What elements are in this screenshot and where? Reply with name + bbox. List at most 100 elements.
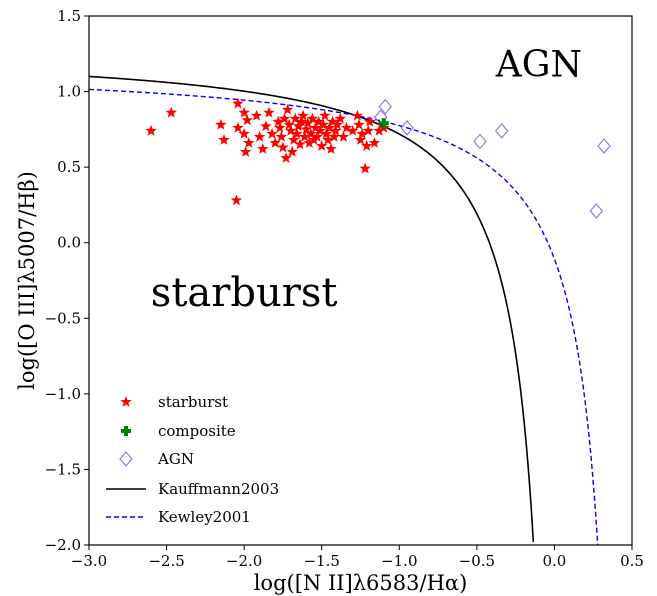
starburst-point — [260, 120, 272, 132]
legend: starburst composite AGN Kauffmann2003 Kewley… — [106, 393, 279, 526]
x-tick-label: −2.0 — [226, 552, 262, 570]
starburst-point — [373, 124, 385, 136]
starburst-point — [284, 124, 297, 136]
starburst-point — [302, 117, 314, 129]
x-tick-label: −0.5 — [459, 552, 495, 570]
starburst-point — [354, 133, 367, 145]
starburst-point — [305, 127, 317, 139]
starburst-point — [277, 141, 289, 153]
legend-swatch-agn — [119, 451, 133, 467]
starburst-point — [283, 118, 295, 130]
starburst-point — [368, 136, 381, 148]
starburst-point — [281, 103, 294, 115]
starburst-point — [308, 133, 320, 145]
starburst-point — [238, 106, 250, 118]
composite-point — [378, 118, 389, 129]
starburst-point — [297, 109, 309, 121]
x-tick-label: 0.0 — [542, 552, 566, 570]
y-tick-label: −1.0 — [45, 385, 81, 403]
starburst-point — [218, 133, 230, 145]
starburst-point — [306, 112, 319, 124]
starburst-point — [253, 130, 266, 142]
starburst-point — [243, 136, 255, 148]
starburst-point — [278, 112, 291, 124]
starburst-point — [311, 130, 323, 142]
x-tick-label: −3.0 — [71, 552, 107, 570]
agn-point — [473, 133, 487, 150]
starburst-point — [269, 136, 281, 148]
starburst-point — [337, 130, 350, 142]
starburst-point — [361, 139, 373, 151]
y-axis-label: log([O III]λ5007/Hβ) — [15, 171, 39, 390]
starburst-point — [331, 118, 343, 130]
x-tick-label: −1.0 — [381, 552, 417, 570]
starburst-point — [291, 127, 303, 139]
region-label-agn: AGN — [495, 44, 582, 85]
starburst-point — [356, 127, 368, 139]
agn-point — [589, 203, 604, 219]
legend-label: AGN — [157, 450, 194, 468]
starburst-point — [145, 124, 157, 136]
starburst-point — [334, 112, 347, 124]
kauffmann2003-curve — [89, 75, 535, 542]
starburst-point — [272, 115, 284, 127]
starburst-point — [314, 124, 326, 136]
y-tick-label: −2.0 — [45, 536, 81, 554]
starburst-point — [325, 143, 337, 154]
y-tick-label: 0.0 — [57, 234, 81, 252]
starburst-point — [257, 143, 269, 154]
starburst-point — [322, 133, 334, 145]
y-tick-label: −0.5 — [45, 309, 81, 327]
starburst-point — [329, 124, 342, 136]
starburst-point — [165, 106, 177, 118]
starburst-point — [319, 109, 331, 121]
starburst-point — [340, 121, 353, 133]
starburst-point — [328, 130, 340, 142]
x-tick-label: −1.5 — [303, 552, 339, 570]
legend-label: composite — [158, 422, 236, 440]
starburst-point — [347, 124, 359, 136]
starburst-point — [215, 118, 227, 130]
kewley2001-curve — [89, 88, 599, 545]
y-tick-label: −1.5 — [45, 460, 81, 478]
starburst-point — [303, 136, 316, 148]
starburst-point — [294, 138, 306, 150]
starburst-point — [289, 112, 302, 124]
starburst-point — [320, 127, 333, 139]
starburst-point — [312, 115, 325, 127]
legend-label: Kewley2001 — [158, 508, 251, 526]
starburst-point — [263, 106, 275, 118]
x-tick-label: −2.5 — [148, 552, 184, 570]
starburst-point — [298, 130, 311, 142]
starburst-point — [239, 146, 252, 157]
starburst-point — [359, 162, 371, 174]
starburst-point — [232, 97, 244, 109]
starburst-point — [266, 127, 278, 139]
agn-point — [597, 138, 611, 154]
starburst-point — [323, 121, 336, 133]
starburst-point — [351, 109, 364, 121]
starburst-point — [288, 133, 300, 145]
starburst-point — [241, 114, 253, 126]
starburst-point — [238, 127, 250, 139]
agn-point — [400, 120, 414, 136]
agn-point — [378, 98, 393, 115]
starburst-point — [364, 115, 376, 127]
starburst-point — [232, 121, 244, 133]
starburst-point — [317, 118, 329, 130]
region-label-starburst: starburst — [151, 270, 338, 316]
legend-swatch-starburst — [120, 396, 132, 407]
agn-point — [494, 123, 509, 139]
y-tick-label: 1.0 — [57, 83, 81, 101]
starburst-point — [275, 130, 288, 142]
starburst-point — [250, 109, 263, 121]
legend-swatch-composite — [121, 426, 131, 436]
starburst-point — [353, 118, 365, 130]
starburst-point — [286, 146, 298, 157]
starburst-point — [274, 121, 286, 133]
x-tick-label: 0.5 — [620, 552, 644, 570]
starburst-point — [316, 139, 328, 151]
starburst-point — [326, 115, 339, 127]
x-axis-label: log([N II]λ6583/Hα) — [254, 571, 468, 595]
